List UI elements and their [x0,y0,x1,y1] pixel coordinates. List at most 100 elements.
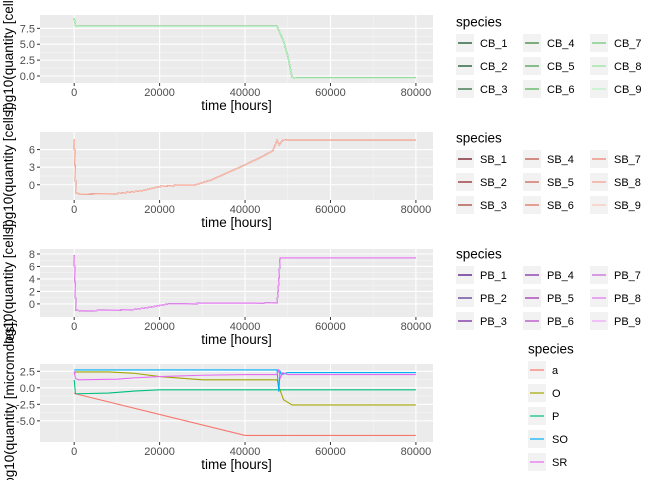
legend-label: PB_5 [547,293,574,305]
y-tick-label: 7.5 [20,23,35,35]
panel-2: 0 20000 40000 60000 80000 0 3 6 time [hours] log1… [1,102,641,230]
x-axis-title: time [hours] [201,215,272,230]
legend-label: P [552,411,559,423]
y-tick-label: 0.0 [20,71,35,83]
legend-label: CB_6 [547,84,575,96]
y-tick-label: -2.5 [16,399,35,411]
x-tick-label: 20000 [144,446,175,458]
legend-label: SR [552,457,567,469]
legend-label: SB_5 [547,177,574,189]
series-line-SB_9 [73,138,416,195]
x-axis-title: time [hours] [201,98,272,113]
x-tick-label: 0 [71,87,77,99]
x-tick-label: 60000 [315,204,346,216]
y-axis-title: log10(quantity [cells]) [1,102,16,230]
legend-title: species [456,15,502,30]
legend-label: PB_1 [480,270,507,282]
y-tick-label: 2.5 [20,366,35,378]
y-tick-label: 5.0 [20,39,35,51]
legend-title: species [456,131,502,146]
legend-label: SB_6 [547,200,574,212]
legend-label: PB_3 [480,316,507,328]
y-tick-label: 2.5 [20,55,35,67]
plot-background [40,364,433,442]
series-line-SO [74,369,416,392]
legend-label: CB_1 [480,38,508,50]
legend-label: SB_4 [547,154,574,166]
y-axis-title: log10(quantity [cells]) [1,219,16,347]
legend-label: SB_7 [614,154,641,166]
x-tick-label: 80000 [401,446,432,458]
y-tick-label: 0 [29,299,35,311]
legend: species CB_1 CB_2 CB_3 CB_4 CB_5 CB_6 CB_7 CB_8 C… [456,15,642,98]
legend-label: CB_5 [547,61,575,73]
x-tick-label: 80000 [401,204,432,216]
series-lines [73,138,416,195]
x-tick-label: 80000 [401,87,432,99]
legend-label: SB_8 [614,177,641,189]
legend-title: species [528,342,574,357]
legend-label: a [552,365,559,377]
x-tick-label: 60000 [315,87,346,99]
legend-label: CB_8 [614,61,642,73]
legend-label: PB_4 [547,270,574,282]
x-tick-label: 20000 [144,87,175,99]
x-tick-label: 20000 [144,204,175,216]
plot-background [40,249,433,317]
y-tick-label: 3 [29,162,35,174]
legend-label: PB_8 [614,293,641,305]
x-tick-label: 60000 [315,321,346,333]
x-tick-label: 0 [71,204,77,216]
legend-label: PB_7 [614,270,641,282]
panel-1: 0 20000 40000 60000 80000 0.0 2.5 5.0 7.5 time [h… [1,0,642,113]
x-tick-label: 20000 [144,321,175,333]
x-tick-label: 0 [71,321,77,333]
plot-background [40,132,433,200]
legend-label: SB_3 [480,200,507,212]
x-tick-label: 40000 [230,321,261,333]
panel-4: 0 20000 40000 60000 80000 2.5 0.0 -2.5 -5.0 time … [2,318,574,480]
legend-label: SO [552,434,568,446]
x-axis-title: time [hours] [201,332,272,347]
legend-label: O [552,388,561,400]
x-tick-label: 60000 [315,446,346,458]
series-line-SR [73,369,416,381]
legend-label: CB_7 [614,38,642,50]
legend-label: CB_2 [480,61,508,73]
legend-label: SB_9 [614,200,641,212]
y-tick-label: 8 [29,249,35,261]
legend-label: PB_6 [547,316,574,328]
legend: species SB_1 SB_2 SB_3 SB_4 SB_5 SB_6 SB_7 SB_8 S… [456,131,641,214]
x-tick-label: 40000 [230,87,261,99]
x-tick-label: 40000 [230,204,261,216]
y-axis-title: log10(quantity [micromoles]) [2,318,17,480]
y-tick-label: 6 [29,145,35,157]
y-tick-label: -5.0 [16,416,35,428]
legend-label: PB_2 [480,293,507,305]
plot-background [40,15,433,83]
series-lines [73,255,416,312]
legend: species aOP SO SR [528,342,574,471]
legend: species PB_1 PB_2 PB_3 PB_4 PB_5 PB_6 PB_7 PB_8 P… [456,247,641,330]
x-tick-label: 80000 [401,321,432,333]
series-line-CB_9 [73,18,416,79]
legend-label: CB_4 [547,38,575,50]
series-line-O [73,371,416,406]
x-tick-label: 40000 [230,446,261,458]
legend-title: species [456,247,502,262]
y-tick-label: 0 [29,180,35,192]
series-lines [73,18,416,79]
legend-label: SB_1 [480,154,507,166]
y-axis-title: log10(quantity [cells]) [1,0,16,113]
x-axis-title: time [hours] [201,457,272,472]
y-tick-label: 4 [29,274,35,286]
x-tick-label: 0 [71,446,77,458]
legend-label: CB_3 [480,84,508,96]
legend-label: SB_2 [480,177,507,189]
legend-label: PB_9 [614,316,641,328]
y-tick-label: 2 [29,286,35,298]
series-line-a [73,392,416,436]
series-line-PB_9 [73,255,416,312]
